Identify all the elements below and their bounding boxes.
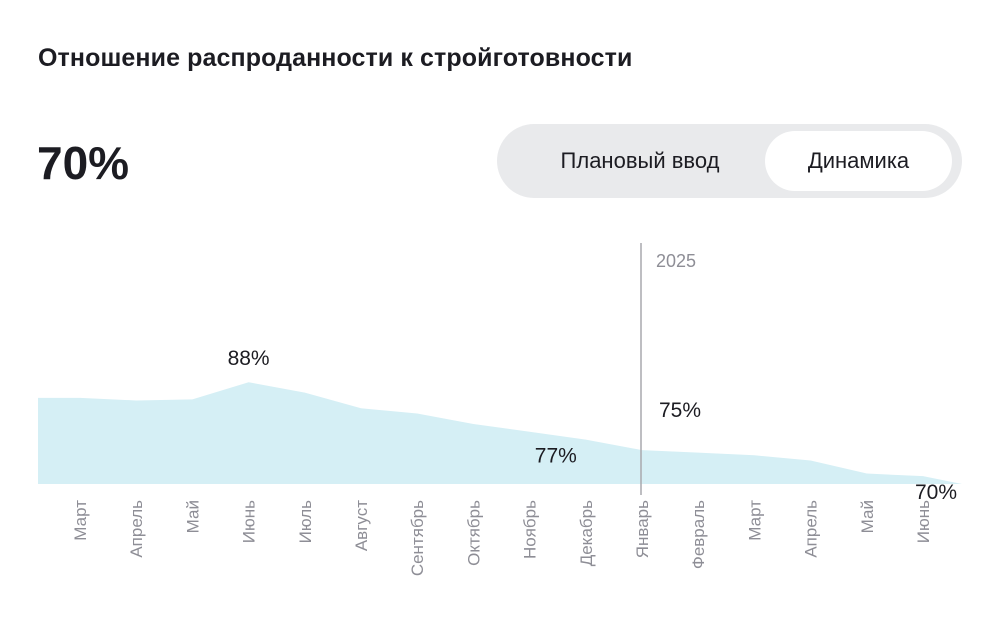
x-tick-label: Апрель (127, 500, 146, 558)
data-label: 75% (659, 399, 701, 422)
x-tick-label: Январь (633, 500, 652, 558)
x-tick-label: Февраль (689, 500, 708, 569)
x-tick-label: Март (71, 500, 90, 541)
x-tick-label: Октябрь (464, 500, 483, 566)
area-series (38, 382, 962, 484)
x-tick-label: Август (352, 500, 371, 551)
data-label: 88% (228, 347, 270, 370)
data-label: 70% (915, 481, 957, 504)
toggle-option-dynamics[interactable]: Динамика (765, 131, 952, 191)
x-tick-label: Ноябрь (521, 500, 540, 559)
x-tick-label: Сентябрь (408, 500, 427, 576)
x-tick-label: Декабрь (577, 500, 596, 566)
x-tick-label: Март (745, 500, 764, 541)
year-marker-label: 2025 (656, 251, 696, 271)
x-tick-label: Июль (296, 500, 315, 544)
view-toggle: Плановый ввод Динамика (497, 124, 962, 198)
x-tick-label: Май (183, 500, 202, 533)
current-value: 70% (37, 137, 130, 189)
data-label: 77% (535, 445, 577, 468)
x-tick-label: Май (858, 500, 877, 533)
x-tick-label: Апрель (802, 500, 821, 558)
x-tick-label: Июнь (240, 500, 259, 543)
x-tick-label: Июнь (914, 500, 933, 543)
chart-title: Отношение распроданности к стройготовнос… (38, 44, 633, 72)
toggle-option-planned[interactable]: Плановый ввод (560, 148, 720, 173)
